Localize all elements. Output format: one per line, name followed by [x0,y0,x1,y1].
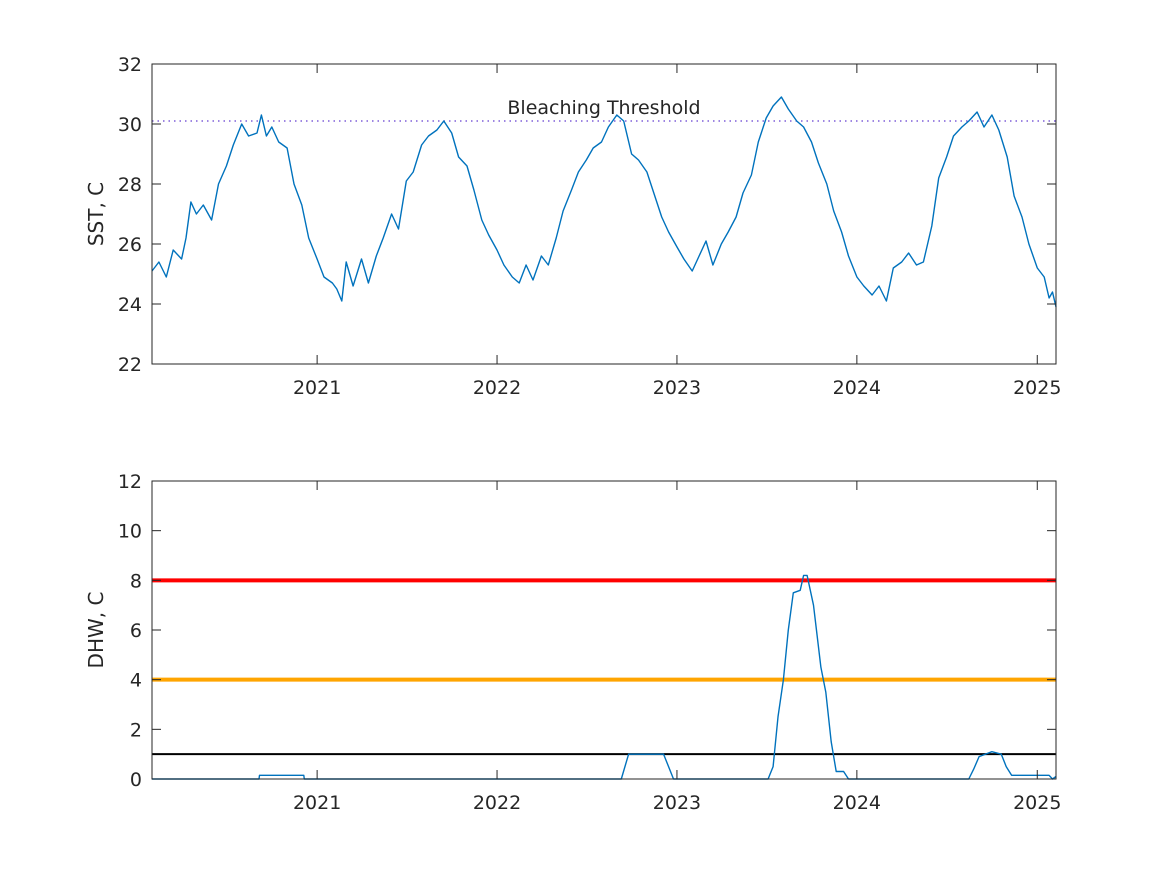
sst-plot-area: 22 24 26 28 30 32 2021 2022 2023 2024 2025 [118,54,1062,399]
y-tick-label: 10 [118,521,142,543]
y-tick-label: 8 [130,570,142,592]
y-tick-label: 4 [130,670,142,692]
sst-y-axis-label: SST, C [84,182,108,246]
x-tick-label: 2021 [293,792,341,814]
axes-box [151,480,1057,780]
series-line [152,574,1057,780]
y-tick-label: 28 [118,174,142,196]
dhw-axes: 0 2 4 6 8 10 12 2021 2022 2023 2024 2025 DHW, C [84,471,1061,814]
y-tick-label: 2 [130,719,142,741]
x-tick-label: 2022 [473,792,521,814]
y-tick-label: 6 [130,620,142,642]
dhw-y-axis-label: DHW, C [84,592,108,669]
x-tick-label: 2025 [1013,792,1061,814]
x-tick-label: 2022 [473,377,521,399]
x-tick-label: 2023 [653,792,701,814]
dhw-plot-area: 0 2 4 6 8 10 12 2021 2022 2023 2024 2025 [118,471,1062,814]
y-tick-label: 12 [118,471,142,493]
y-tick-label: 30 [118,114,142,136]
x-tick-label: 2024 [833,377,881,399]
x-tick-label: 2021 [293,377,341,399]
y-tick-label: 24 [118,294,142,316]
x-tick-label: 2023 [653,377,701,399]
axes-box [151,63,1057,365]
series-line [151,96,1057,308]
y-tick-label: 22 [118,354,142,376]
y-tick-label: 0 [130,769,142,791]
x-tick-label: 2024 [833,792,881,814]
bleaching-threshold-label: Bleaching Threshold [507,97,700,119]
y-tick-label: 32 [118,54,142,76]
y-tick-label: 26 [118,234,142,256]
x-tick-label: 2025 [1013,377,1061,399]
